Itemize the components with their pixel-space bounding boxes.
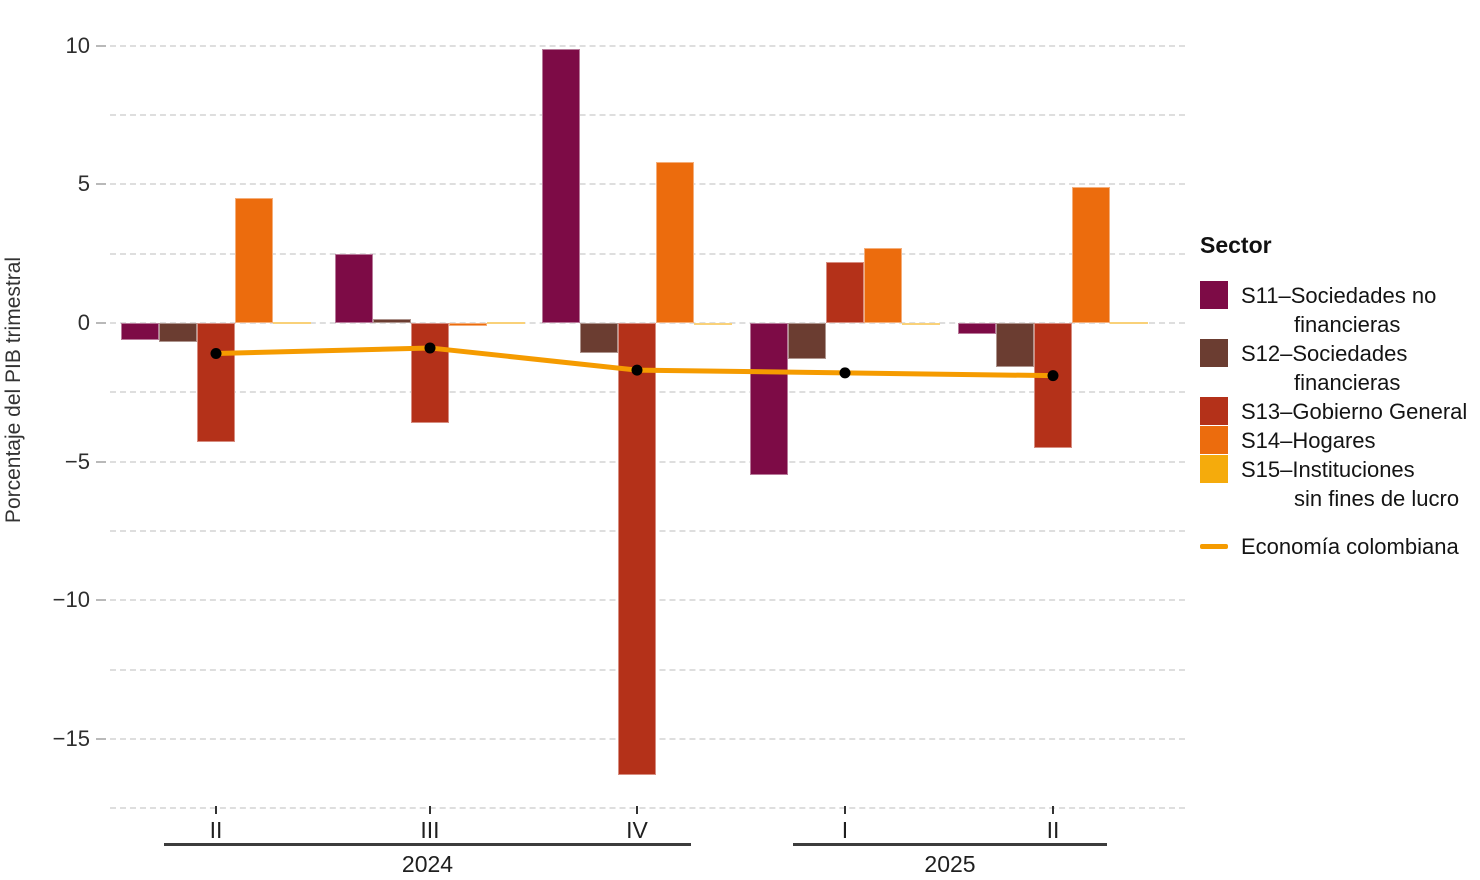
bar-s15-q3 <box>902 323 940 325</box>
bar-s15-q2 <box>694 323 732 325</box>
legend-item: S12–Sociedades financieras <box>1200 339 1480 397</box>
year-label: 2025 <box>924 851 976 877</box>
x-tick-mark <box>429 806 431 814</box>
gridline <box>110 807 1185 810</box>
bar-s11-q4 <box>958 323 996 335</box>
bar-s11-q2 <box>542 48 580 323</box>
bar-s14-q3 <box>864 248 902 323</box>
x-tick-mark <box>1052 806 1054 814</box>
year-axis-line <box>793 843 1107 846</box>
legend: Sector S11–Sociedades no financieras S12–S… <box>1200 232 1480 561</box>
y-axis-title: Porcentaje del PIB trimestral <box>2 256 25 524</box>
legend-item: S13–Gobierno General <box>1200 397 1480 426</box>
legend-item-label: S12–Sociedades financieras <box>1241 341 1408 395</box>
legend-items: S11–Sociedades no financieras S12–Sociedad… <box>1200 281 1480 513</box>
x-tick-mark <box>215 806 217 814</box>
legend-item: S14–Hogares <box>1200 426 1480 455</box>
x-tick-label: IV <box>626 817 648 843</box>
gridline <box>110 44 1185 47</box>
bar-s12-q3 <box>788 323 826 360</box>
y-tick-label: 0 <box>77 310 90 335</box>
y-tick-label: −15 <box>52 725 90 751</box>
bar-s14-q1 <box>449 323 487 326</box>
bar-s13-q4 <box>1034 323 1072 448</box>
bar-s15-q4 <box>1110 321 1148 324</box>
y-tick-mark <box>96 183 106 186</box>
legend-item-label: S14–Hogares <box>1241 428 1376 453</box>
trend-line-swatch <box>1200 544 1228 549</box>
bar-s13-q0 <box>197 323 235 443</box>
legend-swatch <box>1200 426 1228 454</box>
legend-item-label: S15–Instituciones sin fines de lucro <box>1241 457 1460 511</box>
y-tick-mark <box>96 599 106 602</box>
legend-swatch <box>1200 455 1228 483</box>
x-tick-label: I <box>841 817 849 843</box>
x-tick-mark <box>636 806 638 814</box>
y-tick-label: −10 <box>52 587 90 613</box>
bar-s13-q2 <box>618 323 656 775</box>
y-tick-mark <box>96 44 106 47</box>
legend-swatch <box>1200 339 1228 367</box>
legend-swatch <box>1200 281 1228 309</box>
bar-s15-q1 <box>487 321 525 324</box>
bar-s14-q0 <box>235 198 273 323</box>
bar-s11-q1 <box>335 253 373 323</box>
legend-item: S15–Instituciones sin fines de lucro <box>1200 455 1480 513</box>
bar-s12-q0 <box>159 323 197 343</box>
y-tick-label: 10 <box>65 32 90 58</box>
year-label: 2024 <box>401 851 454 877</box>
x-tick-label: II <box>209 817 223 843</box>
year-axis-line <box>164 843 691 846</box>
data-point <box>839 367 851 379</box>
gridline <box>110 183 1185 186</box>
legend-item-label: S11–Sociedades no financieras <box>1241 283 1437 337</box>
y-tick-label: 5 <box>77 171 90 197</box>
y-tick-mark <box>96 460 106 463</box>
bar-s11-q3 <box>750 323 788 476</box>
bar-s13-q1 <box>411 323 449 423</box>
x-tick-label: II <box>1046 817 1060 843</box>
legend-swatch <box>1200 397 1228 425</box>
bar-s12-q2 <box>580 323 618 354</box>
y-tick-mark <box>96 737 106 740</box>
gridline <box>110 114 1185 117</box>
x-tick-label: III <box>420 817 440 843</box>
legend-line-label: Economía colombiana <box>1241 534 1459 559</box>
bar-s12-q1 <box>373 318 411 323</box>
bar-s11-q0 <box>121 323 159 340</box>
y-tick-mark <box>96 322 106 324</box>
x-tick-mark <box>844 806 846 814</box>
bar-s15-q0 <box>273 321 311 324</box>
y-tick-label: −5 <box>64 448 90 474</box>
bar-s14-q4 <box>1072 187 1110 323</box>
legend-title: Sector <box>1200 232 1272 258</box>
legend-item: S11–Sociedades no financieras <box>1200 281 1480 339</box>
gridline <box>110 252 1185 255</box>
legend-line-item: Economía colombiana <box>1200 532 1480 561</box>
legend-item-label: S13–Gobierno General <box>1241 399 1468 424</box>
bar-s14-q2 <box>656 162 694 323</box>
bar-s13-q3 <box>826 262 864 323</box>
bar-s12-q4 <box>996 323 1034 368</box>
